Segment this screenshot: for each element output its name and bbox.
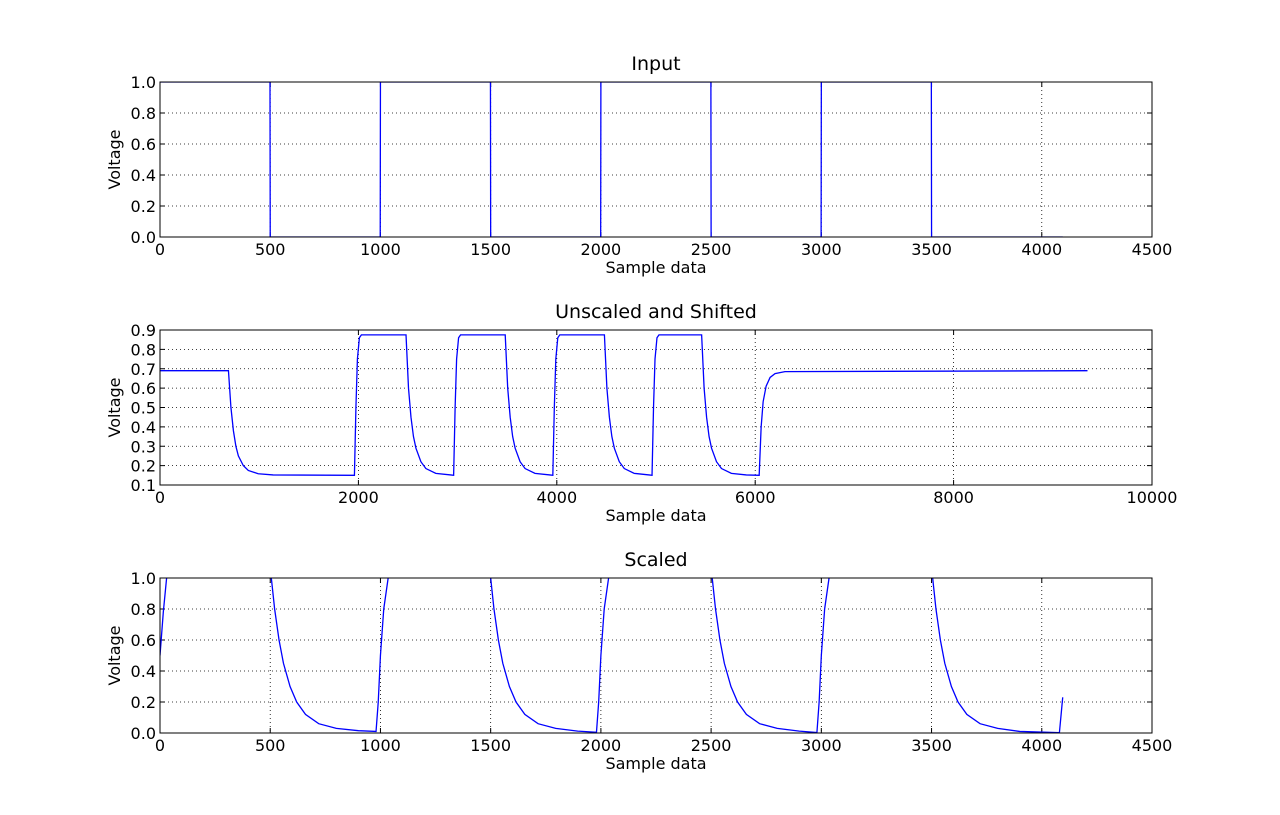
y-tick-label: 0.8 xyxy=(131,340,156,359)
y-tick-label: 0.4 xyxy=(131,418,156,437)
x-tick-label: 500 xyxy=(255,240,286,259)
y-tick-label: 0.5 xyxy=(131,399,156,418)
plot-frame xyxy=(159,329,1153,486)
y-tick-label: 0.2 xyxy=(131,197,156,216)
y-tick-label: 0.2 xyxy=(131,693,156,712)
y-tick-label: 0.6 xyxy=(131,135,156,154)
y-axis-label: Voltage xyxy=(105,129,124,189)
data-line xyxy=(160,578,1064,733)
x-tick-label: 0 xyxy=(155,736,165,755)
y-tick-label: 0.9 xyxy=(131,321,156,340)
x-tick-label: 4000 xyxy=(1021,736,1062,755)
x-tick-label: 8000 xyxy=(933,488,974,507)
x-tick-label: 1000 xyxy=(360,736,401,755)
x-tick-label: 0 xyxy=(155,488,165,507)
y-tick-label: 0.6 xyxy=(131,631,156,650)
x-tick-label: 2000 xyxy=(581,240,622,259)
y-tick-label: 0.8 xyxy=(131,600,156,619)
x-tick-label: 3500 xyxy=(911,240,952,259)
y-tick-label: 0.6 xyxy=(131,379,156,398)
subplot-title: Unscaled and Shifted xyxy=(555,301,757,323)
y-tick-label: 0.1 xyxy=(131,476,156,495)
x-tick-label: 3000 xyxy=(801,736,842,755)
x-tick-label: 2500 xyxy=(691,736,732,755)
x-axis-label: Sample data xyxy=(605,258,706,277)
y-tick-label: 0.2 xyxy=(131,457,156,476)
y-tick-label: 0.4 xyxy=(131,662,156,681)
x-tick-label: 6000 xyxy=(735,488,776,507)
subplot-title: Scaled xyxy=(624,549,687,571)
y-tick-label: 0.7 xyxy=(131,360,156,379)
x-tick-label: 4500 xyxy=(1132,736,1173,755)
plot-frame xyxy=(159,577,1153,734)
y-tick-label: 0.4 xyxy=(131,166,156,185)
x-tick-label: 4000 xyxy=(1021,240,1062,259)
y-tick-label: 0.0 xyxy=(131,724,156,743)
y-tick-label: 0.8 xyxy=(131,104,156,123)
x-tick-label: 3500 xyxy=(911,736,952,755)
x-tick-label: 500 xyxy=(255,736,286,755)
y-axis-label: Voltage xyxy=(105,377,124,437)
data-line xyxy=(160,334,1088,477)
x-tick-label: 2000 xyxy=(338,488,379,507)
subplot-title: Input xyxy=(631,53,680,75)
x-tick-label: 10000 xyxy=(1127,488,1178,507)
x-tick-label: 4500 xyxy=(1132,240,1173,259)
x-tick-label: 1000 xyxy=(360,240,401,259)
x-tick-label: 2500 xyxy=(691,240,732,259)
x-axis-label: Sample data xyxy=(605,754,706,773)
y-tick-label: 0.0 xyxy=(131,228,156,247)
x-tick-label: 2000 xyxy=(581,736,622,755)
x-tick-label: 1500 xyxy=(470,240,511,259)
x-tick-label: 4000 xyxy=(536,488,577,507)
y-tick-label: 0.3 xyxy=(131,437,156,456)
subplot: Unscaled and Shifted Sample data Voltage 0 2… xyxy=(105,301,1177,525)
y-axis-label: Voltage xyxy=(105,625,124,685)
subplot: Input Sample data Voltage 0 500 1000 1500 2000 2… xyxy=(105,53,1172,277)
x-axis-label: Sample data xyxy=(605,506,706,525)
subplot: Scaled Sample data Voltage 0 500 1000 1500 2000… xyxy=(105,549,1172,773)
x-tick-label: 1500 xyxy=(470,736,511,755)
x-tick-label: 0 xyxy=(155,240,165,259)
x-tick-label: 3000 xyxy=(801,240,842,259)
y-tick-label: 1.0 xyxy=(131,569,156,588)
data-line xyxy=(160,82,1063,237)
y-tick-label: 1.0 xyxy=(131,73,156,92)
plot-frame xyxy=(159,81,1153,238)
